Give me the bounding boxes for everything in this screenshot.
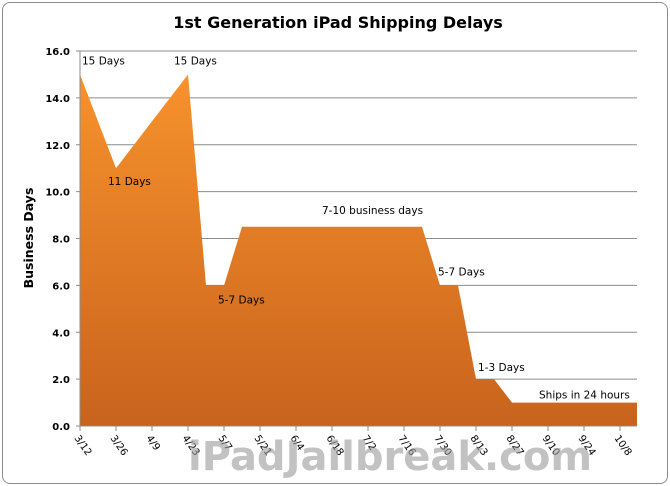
data-label: 5-7 Days xyxy=(438,266,485,278)
data-label: 5-7 Days xyxy=(218,294,265,306)
y-tick-label: 4.0 xyxy=(52,328,70,339)
y-axis-label: Business Days xyxy=(21,188,36,289)
x-tick-label: 10/8 xyxy=(612,433,634,458)
y-tick-label: 14.0 xyxy=(45,94,70,105)
y-tick-label: 0.0 xyxy=(52,422,70,433)
y-tick-label: 2.0 xyxy=(52,375,70,386)
y-tick-label: 12.0 xyxy=(45,141,70,152)
data-label: 7-10 business days xyxy=(322,205,423,217)
chart-title: 1st Generation iPad Shipping Delays xyxy=(173,13,503,32)
annotations: 15 Days 11 Days 15 Days 5-7 Days 7-10 busine… xyxy=(82,55,630,401)
data-label: Ships in 24 hours xyxy=(539,390,630,402)
x-tick-label: 4/9 xyxy=(144,433,162,452)
x-tick-label: 3/12 xyxy=(72,433,94,458)
area-series xyxy=(80,74,637,426)
x-tick-label: 3/26 xyxy=(108,433,130,458)
watermark: iPadJailbreak.com xyxy=(188,434,592,480)
y-tick-label: 6.0 xyxy=(52,281,70,292)
area-fill xyxy=(80,74,637,426)
y-tick-label: 16.0 xyxy=(45,47,70,58)
data-label: 15 Days xyxy=(82,55,125,67)
y-tick-label: 8.0 xyxy=(52,235,70,246)
data-label: 1-3 Days xyxy=(478,362,525,374)
data-label: 15 Days xyxy=(174,55,217,67)
data-label: 11 Days xyxy=(108,176,151,188)
y-tick-label: 10.0 xyxy=(45,188,70,199)
